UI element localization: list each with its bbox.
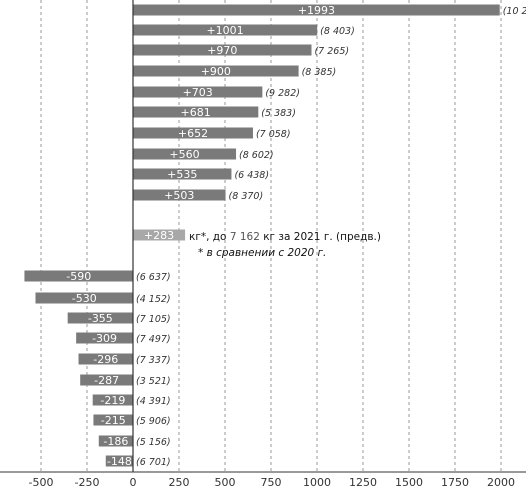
x-tick-label: 1500 (395, 476, 423, 488)
bar (105, 455, 133, 467)
bar (133, 44, 312, 56)
x-tick-label: 750 (261, 476, 282, 488)
bar-value-label: -590 (66, 270, 91, 283)
bar (133, 229, 186, 241)
grid-lines (40, 0, 502, 472)
annotation-part3: кг за 2021 г. (предв.) (260, 231, 381, 243)
bar (35, 292, 134, 304)
x-tick-label: 1250 (349, 476, 377, 488)
x-tick-label: 500 (215, 476, 236, 488)
bar-value-label: -186 (103, 435, 128, 448)
bar-value-label: +1993 (298, 4, 335, 17)
bar-value-label: +652 (178, 127, 208, 140)
bar (133, 148, 237, 160)
bar (93, 414, 133, 426)
bar-reference-label: (7 337) (136, 355, 171, 366)
bar-value-label: -219 (100, 394, 125, 407)
bar-value-label: -355 (88, 312, 113, 325)
bar-reference-label: (7 105) (136, 314, 171, 325)
bar-value-label: +681 (181, 106, 211, 119)
bar (98, 435, 133, 447)
bar-value-label: -215 (101, 414, 126, 427)
annotation-text: кг*, до 7 162 кг за 2021 г. (предв.) (189, 231, 381, 243)
bar-value-label: +560 (169, 148, 199, 161)
x-tick-label: 2000 (487, 476, 515, 488)
bar (133, 168, 232, 180)
bar-reference-label: (5 383) (261, 108, 296, 119)
bar (133, 86, 263, 98)
bar-reference-label: (9 282) (265, 88, 300, 99)
bar-reference-label: (8 403) (320, 26, 355, 37)
bar-value-label: +283 (144, 229, 174, 242)
x-tick-label: 1000 (303, 476, 331, 488)
bar-reference-label: (6 701) (136, 457, 171, 468)
bar-reference-label: (10 269) (503, 6, 526, 17)
bar-value-label: -309 (92, 332, 117, 345)
bar-reference-label: (3 521) (136, 376, 171, 387)
x-tick-label: -500 (29, 476, 54, 488)
bar-reference-label: (7 265) (314, 46, 349, 57)
bar (133, 24, 318, 36)
bar-reference-label: (7 058) (256, 129, 291, 140)
bar-value-label: -287 (94, 374, 119, 387)
x-tick-label: 0 (130, 476, 137, 488)
x-tick-label: 1750 (441, 476, 469, 488)
bar-reference-label: (6 438) (234, 170, 269, 181)
annotation: кг*, до 7 162 кг за 2021 г. (предв.) * в… (189, 231, 381, 259)
bar-reference-label: (4 152) (136, 294, 171, 305)
bar (76, 332, 133, 344)
bar-reference-label: (5 156) (136, 437, 171, 448)
bar (133, 189, 226, 201)
bars-group: +1993 (10 269) +1001 (8 403) +970 (7 265) +900… (24, 4, 526, 468)
bar (133, 4, 500, 16)
bar (92, 394, 133, 406)
bar-value-label: +703 (183, 86, 213, 99)
bar-value-label: +535 (167, 168, 197, 181)
bar-reference-label: (8 385) (302, 67, 337, 78)
bar-reference-label: (7 497) (136, 334, 171, 345)
bar-reference-label: (4 391) (136, 396, 171, 407)
annotation-part1: кг*, до (189, 231, 230, 243)
x-tick-label: 250 (169, 476, 190, 488)
bar (67, 312, 133, 324)
bar (133, 65, 299, 77)
bar (78, 353, 133, 365)
annotation-note: * в сравнении с 2020 г. (198, 247, 326, 259)
bar-reference-label: (5 906) (136, 416, 171, 427)
bar (133, 106, 259, 118)
bar-value-label: +1001 (206, 24, 243, 37)
x-tick-label: -250 (75, 476, 100, 488)
bar-reference-label: (8 370) (229, 191, 264, 202)
bar (133, 127, 253, 139)
bar (80, 374, 133, 386)
bar-value-label: +970 (207, 44, 237, 57)
bar-value-label: +900 (201, 65, 231, 78)
bar-value-label: +503 (164, 189, 194, 202)
bar-reference-label: (8 602) (239, 150, 274, 161)
bar-value-label: -296 (93, 353, 118, 366)
bar-value-label: -530 (72, 292, 97, 305)
bar-reference-label: (6 637) (136, 272, 171, 283)
annotation-value: 7 162 (230, 231, 260, 243)
bar-value-label: -148 (107, 455, 132, 468)
bar (24, 270, 133, 282)
